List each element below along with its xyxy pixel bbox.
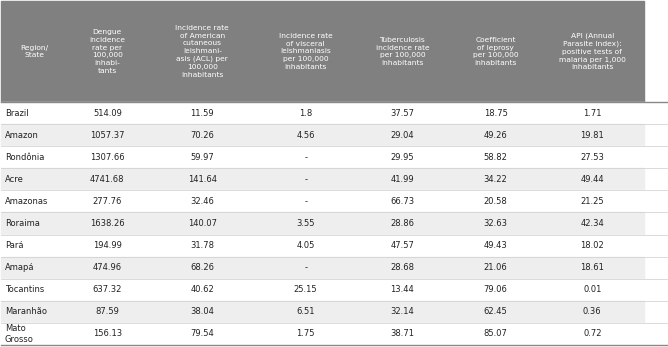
Text: 49.26: 49.26 [484,131,508,140]
Text: Amapá: Amapá [5,263,34,272]
Text: 62.45: 62.45 [484,307,508,316]
Text: 32.63: 32.63 [484,219,508,228]
Text: 19.81: 19.81 [580,131,604,140]
Text: 47.57: 47.57 [390,241,414,250]
Text: Dengue
incidence
rate per
100,000
inhabi-
tants: Dengue incidence rate per 100,000 inhabi… [90,29,126,74]
Text: -: - [304,197,307,206]
Bar [1,235,644,256]
Text: 42.34: 42.34 [580,219,604,228]
Text: Region/
State: Region/ State [20,44,48,58]
Text: Amazon: Amazon [5,131,39,140]
Text: Maranhão: Maranhão [5,307,47,316]
Text: Rondônia: Rondônia [5,153,44,162]
Text: 11.59: 11.59 [190,109,214,118]
Text: 4.56: 4.56 [297,131,315,140]
Text: 21.25: 21.25 [580,197,604,206]
Text: -: - [304,175,307,184]
Text: 20.58: 20.58 [484,197,508,206]
Text: 31.78: 31.78 [190,241,214,250]
Bar [1,146,644,168]
Text: 87.59: 87.59 [96,307,120,316]
Text: 0.01: 0.01 [583,285,601,294]
Text: Pará: Pará [5,241,23,250]
Text: 49.43: 49.43 [484,241,508,250]
Text: 66.73: 66.73 [390,197,414,206]
Text: 34.22: 34.22 [484,175,508,184]
Text: 4741.68: 4741.68 [90,175,125,184]
Text: 85.07: 85.07 [484,329,508,338]
Bar [1,191,644,212]
Text: 1.71: 1.71 [583,109,602,118]
Text: 49.44: 49.44 [580,175,604,184]
Text: 1057.37: 1057.37 [90,131,125,140]
Text: 37.57: 37.57 [390,109,414,118]
Text: Incidence rate
of American
cutaneous
leishmani-
asis (ACL) per
100,000
inhabitan: Incidence rate of American cutaneous lei… [176,25,229,78]
Text: 38.04: 38.04 [190,307,214,316]
Text: 79.54: 79.54 [190,329,214,338]
Text: 18.61: 18.61 [580,263,605,272]
Text: Brazil: Brazil [5,109,28,118]
Text: Amazonas: Amazonas [5,197,48,206]
Text: 32.14: 32.14 [391,307,414,316]
Text: 28.68: 28.68 [390,263,414,272]
Text: Mato
Grosso: Mato Grosso [5,324,33,344]
Text: 637.32: 637.32 [93,285,122,294]
Text: 18.02: 18.02 [580,241,604,250]
Text: 32.46: 32.46 [190,197,214,206]
Text: 140.07: 140.07 [188,219,217,228]
Text: 25.15: 25.15 [294,285,317,294]
Text: 0.72: 0.72 [583,329,602,338]
Text: 6.51: 6.51 [297,307,315,316]
Text: 141.64: 141.64 [188,175,217,184]
Text: 68.26: 68.26 [190,263,214,272]
Text: 0.36: 0.36 [583,307,602,316]
Bar [1,1,644,102]
Text: 58.82: 58.82 [484,153,508,162]
Text: Tocantins: Tocantins [5,285,44,294]
Text: -: - [304,153,307,162]
Text: 29.04: 29.04 [391,131,414,140]
Text: 59.97: 59.97 [190,153,214,162]
Bar [1,301,644,323]
Text: 474.96: 474.96 [93,263,122,272]
Text: Acre: Acre [5,175,23,184]
Text: 21.06: 21.06 [484,263,508,272]
Text: 28.86: 28.86 [390,219,414,228]
Text: 29.95: 29.95 [391,153,414,162]
Text: 41.99: 41.99 [391,175,414,184]
Text: 194.99: 194.99 [93,241,122,250]
Text: 13.44: 13.44 [391,285,414,294]
Text: API (Annual
Parasite Index):
positive tests of
malaria per 1,000
inhabitants: API (Annual Parasite Index): positive te… [559,33,626,70]
Text: Tuberculosis
incidence rate
per 100,000
inhabitants: Tuberculosis incidence rate per 100,000 … [375,37,429,66]
Bar [1,124,644,146]
Bar [1,256,644,279]
Bar [1,102,644,124]
Text: 1.8: 1.8 [299,109,313,118]
Text: 79.06: 79.06 [484,285,508,294]
Text: 514.09: 514.09 [93,109,122,118]
Text: 70.26: 70.26 [190,131,214,140]
Text: 1307.66: 1307.66 [90,153,125,162]
Text: 40.62: 40.62 [190,285,214,294]
Text: 27.53: 27.53 [580,153,605,162]
Text: 3.55: 3.55 [297,219,315,228]
Text: 4.05: 4.05 [297,241,315,250]
Text: 156.13: 156.13 [93,329,122,338]
Text: Coefficient
of leprosy
per 100,000
inhabitants: Coefficient of leprosy per 100,000 inhab… [473,37,518,66]
Text: 1.75: 1.75 [297,329,315,338]
Text: 18.75: 18.75 [484,109,508,118]
Text: Roraima: Roraima [5,219,39,228]
Bar [1,212,644,235]
Bar [1,168,644,191]
Text: -: - [304,263,307,272]
Text: 1638.26: 1638.26 [90,219,125,228]
Bar [1,323,644,345]
Text: 38.71: 38.71 [390,329,414,338]
Text: Incidence rate
of visceral
leishmaniasis
per 100,000
inhabitants: Incidence rate of visceral leishmaniasis… [279,33,333,70]
Bar [1,279,644,301]
Text: 277.76: 277.76 [93,197,122,206]
